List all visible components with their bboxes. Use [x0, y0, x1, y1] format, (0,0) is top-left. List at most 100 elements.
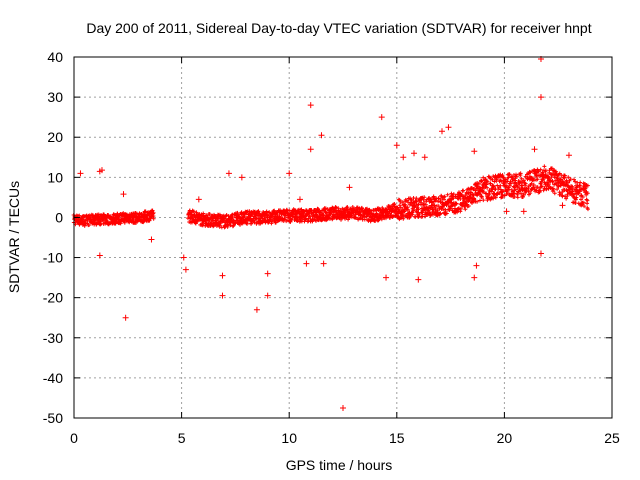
data-point [485, 179, 490, 184]
data-point [555, 187, 560, 192]
data-point [458, 209, 463, 214]
data-point [217, 224, 222, 229]
data-point [585, 183, 590, 188]
y-tick-label: 10 [47, 169, 63, 185]
data-point [476, 181, 481, 186]
data-point [442, 194, 447, 199]
data-point [550, 180, 555, 185]
outlier-point [393, 142, 400, 149]
outlier-point [411, 150, 418, 157]
data-point [484, 191, 489, 196]
data-point [398, 205, 403, 210]
outlier-point [182, 266, 189, 273]
data-point [580, 194, 585, 199]
outlier-point [320, 260, 327, 267]
data-point [478, 185, 483, 190]
outlier-point [195, 196, 202, 203]
data-point [456, 206, 461, 211]
data-point [249, 221, 254, 226]
outlier-point [264, 292, 271, 299]
data-point [481, 198, 486, 203]
data-point [469, 190, 474, 195]
data-point [429, 197, 434, 202]
data-point [552, 175, 557, 180]
data-point [238, 222, 243, 227]
data-point [531, 176, 536, 181]
data-point [570, 189, 575, 194]
data-point [410, 212, 415, 217]
data-point [321, 213, 326, 218]
data-point [508, 181, 513, 186]
data-point [468, 192, 473, 197]
data-point [578, 180, 583, 185]
data-point [317, 209, 322, 214]
data-point [539, 179, 544, 184]
outlier-point [471, 148, 478, 155]
data-point [570, 184, 575, 189]
chart-title: Day 200 of 2011, Sidereal Day-to-day VTE… [86, 20, 591, 36]
data-point [537, 190, 542, 195]
data-point [585, 191, 590, 196]
data-point [475, 199, 480, 204]
data-point [562, 175, 567, 180]
outlier-point [537, 250, 544, 257]
outlier-point [96, 252, 103, 259]
y-tick-label: 20 [47, 129, 63, 145]
outlier-point [77, 170, 84, 177]
data-point [543, 168, 548, 173]
data-point [564, 196, 569, 201]
data-point [437, 212, 442, 217]
axes: 0 5 10 15 20 25 -50 -40 -30 -20 -10 0 10 20 30 40 [43, 49, 620, 446]
data-point [489, 189, 494, 194]
outlier-point [503, 208, 510, 215]
data-point [582, 204, 587, 209]
data-point [529, 187, 534, 192]
data-point [445, 192, 450, 197]
data-point [532, 187, 537, 192]
outlier-point [445, 124, 452, 131]
data-point [521, 192, 526, 197]
data-point [538, 181, 543, 186]
data-point [462, 199, 467, 204]
data-point [245, 221, 250, 226]
data-point [493, 195, 498, 200]
outlier-point [225, 170, 232, 177]
data-point [513, 180, 518, 185]
data-point [585, 207, 590, 212]
outlier-point [537, 94, 544, 101]
data-point [87, 223, 92, 228]
data-point [576, 191, 581, 196]
data-point [269, 221, 274, 226]
outlier-point [383, 274, 390, 281]
outlier-point [253, 306, 260, 313]
outlier-point [559, 202, 566, 209]
data-point [552, 191, 557, 196]
data-point [564, 183, 569, 188]
data-point [133, 221, 138, 226]
data-point [436, 204, 441, 209]
data-point [191, 209, 196, 214]
data-point [498, 183, 503, 188]
outlier-point [520, 208, 527, 215]
data-point [562, 173, 567, 178]
data-point [414, 196, 419, 201]
data-point [431, 212, 436, 217]
x-tick-label: 0 [70, 430, 78, 446]
data-point [273, 220, 278, 225]
data-point [531, 182, 536, 187]
data-point [566, 180, 571, 185]
outlier-point [340, 404, 346, 411]
data-point [531, 178, 536, 183]
outlier-point [471, 274, 478, 281]
data-point [518, 171, 523, 176]
data-point [485, 185, 490, 190]
data-point [479, 194, 484, 199]
outlier-point [307, 102, 314, 109]
data-point [339, 217, 344, 222]
data-point [400, 200, 405, 205]
data-point [379, 217, 384, 222]
data-point [521, 194, 526, 199]
x-tick-label: 20 [497, 430, 513, 446]
data-point [345, 205, 350, 210]
